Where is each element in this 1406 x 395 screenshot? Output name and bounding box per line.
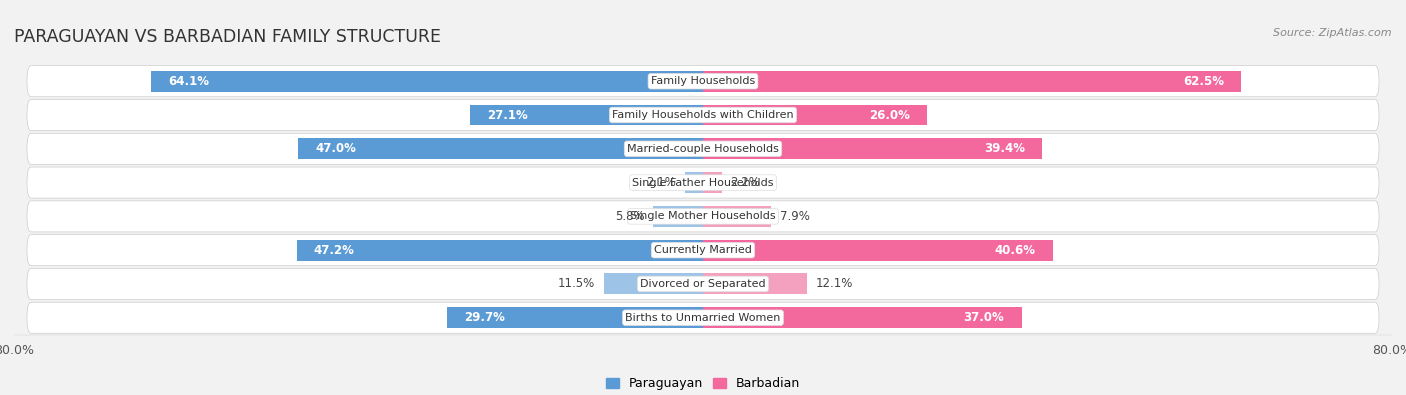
FancyBboxPatch shape (27, 302, 1379, 333)
Text: 37.0%: 37.0% (963, 311, 1004, 324)
Text: 26.0%: 26.0% (869, 109, 910, 122)
Text: Married-couple Households: Married-couple Households (627, 144, 779, 154)
FancyBboxPatch shape (27, 269, 1379, 299)
FancyBboxPatch shape (27, 133, 1379, 164)
Bar (470, 105, 703, 126)
Text: 2.1%: 2.1% (647, 176, 676, 189)
FancyBboxPatch shape (27, 66, 1379, 97)
Text: Family Households: Family Households (651, 76, 755, 86)
Text: 2.2%: 2.2% (731, 176, 761, 189)
Bar (605, 273, 703, 294)
Bar (150, 71, 703, 92)
Bar (298, 138, 703, 159)
Text: 11.5%: 11.5% (558, 277, 595, 290)
Text: Family Households with Children: Family Households with Children (612, 110, 794, 120)
Bar (703, 307, 1022, 328)
Bar (703, 273, 807, 294)
Text: 64.1%: 64.1% (169, 75, 209, 88)
Text: Single Father Households: Single Father Households (633, 178, 773, 188)
Text: Divorced or Separated: Divorced or Separated (640, 279, 766, 289)
Legend: Paraguayan, Barbadian: Paraguayan, Barbadian (602, 372, 804, 395)
Bar (703, 172, 721, 193)
Bar (703, 240, 1053, 261)
Bar (703, 206, 770, 227)
FancyBboxPatch shape (27, 100, 1379, 130)
Text: Single Mother Households: Single Mother Households (630, 211, 776, 221)
Text: 47.0%: 47.0% (315, 142, 356, 155)
Bar (685, 172, 703, 193)
Text: 27.1%: 27.1% (486, 109, 527, 122)
Text: 12.1%: 12.1% (815, 277, 853, 290)
Bar (652, 206, 703, 227)
FancyBboxPatch shape (27, 167, 1379, 198)
Text: 7.9%: 7.9% (780, 210, 810, 223)
FancyBboxPatch shape (27, 201, 1379, 232)
Text: 40.6%: 40.6% (994, 244, 1035, 257)
Text: 5.8%: 5.8% (614, 210, 644, 223)
Text: PARAGUAYAN VS BARBADIAN FAMILY STRUCTURE: PARAGUAYAN VS BARBADIAN FAMILY STRUCTURE (14, 28, 441, 46)
Text: Births to Unmarried Women: Births to Unmarried Women (626, 313, 780, 323)
Text: 29.7%: 29.7% (464, 311, 505, 324)
Bar (447, 307, 703, 328)
Text: Source: ZipAtlas.com: Source: ZipAtlas.com (1274, 28, 1392, 38)
Text: 39.4%: 39.4% (984, 142, 1025, 155)
Text: 47.2%: 47.2% (314, 244, 354, 257)
Text: 62.5%: 62.5% (1182, 75, 1225, 88)
Bar (703, 105, 927, 126)
Text: Currently Married: Currently Married (654, 245, 752, 255)
Bar (703, 71, 1241, 92)
Bar (703, 138, 1042, 159)
FancyBboxPatch shape (27, 235, 1379, 266)
Bar (297, 240, 703, 261)
